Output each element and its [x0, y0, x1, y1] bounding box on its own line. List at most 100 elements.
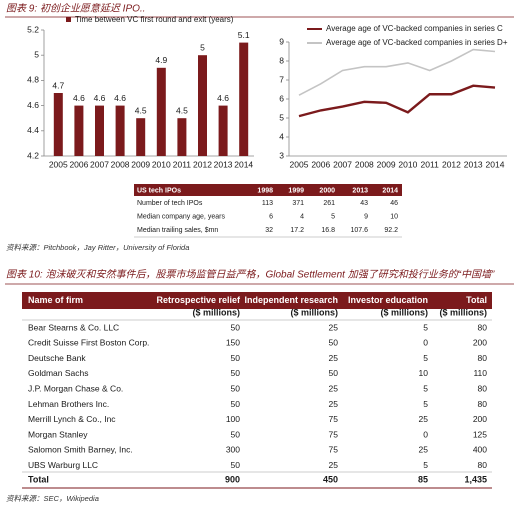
table-cell: 25	[419, 445, 429, 455]
figure-title: 图表 9: 初创企业愿意延迟 IPO..	[6, 3, 145, 15]
x-tick-label: 2012	[193, 159, 212, 169]
table-cell: Credit Suisse First Boston Corp.	[28, 338, 149, 348]
data-label: 4.6	[73, 93, 85, 103]
table-cell: 50	[329, 338, 339, 348]
table-cell: 75	[329, 414, 339, 424]
table-cell: Goldman Sachs	[28, 368, 88, 378]
series-line	[298, 48, 496, 96]
table-cell: Number of tech IPOs	[137, 200, 203, 207]
y-tick-label: 4.8	[27, 75, 39, 85]
y-tick-label: 4	[279, 131, 284, 141]
total-cell: 1,435	[464, 474, 487, 484]
y-tick-label: 9	[279, 36, 284, 46]
legend-label: Time between VC first round and exit (ye…	[75, 15, 234, 24]
table-cell: 80	[478, 399, 488, 409]
y-tick-label: 4.2	[27, 150, 39, 160]
legend-swatch	[66, 17, 71, 22]
x-tick-label: 2005	[290, 159, 309, 169]
table-cell: 5	[423, 399, 428, 409]
table-cell: 261	[323, 200, 335, 207]
y-tick-label: 5	[34, 49, 39, 59]
table-header-bg	[134, 184, 402, 196]
table-cell: 50	[231, 429, 241, 439]
table-cell: Deutsche Bank	[28, 353, 86, 363]
table-cell: 4	[300, 213, 304, 220]
table-cell: 46	[390, 200, 398, 207]
table-cell: Salomon Smith Barney, Inc.	[28, 445, 133, 455]
unit-label: ($ millions)	[439, 307, 487, 317]
column-header: 1998	[257, 187, 273, 194]
table-cell: Merrill Lynch & Co., Inc	[28, 414, 116, 424]
column-header: Total	[466, 295, 487, 305]
total-cell: Total	[28, 474, 49, 484]
table-cell: 100	[226, 414, 240, 424]
table-cell: 5	[423, 353, 428, 363]
data-label: 4.6	[114, 93, 126, 103]
x-tick-label: 2005	[49, 159, 68, 169]
table-cell: Median company age, years	[137, 213, 225, 220]
x-tick-label: 2008	[355, 159, 374, 169]
y-tick-label: 5	[279, 112, 284, 122]
x-tick-label: 2012	[442, 159, 461, 169]
table-cell: Morgan Stanley	[28, 429, 88, 439]
table-cell: 400	[473, 445, 487, 455]
unit-label: ($ millions)	[290, 307, 338, 317]
table-cell: 80	[478, 383, 488, 393]
y-tick-label: 4.6	[27, 100, 39, 110]
table-cell: 300	[226, 445, 240, 455]
table-cell: 200	[473, 414, 487, 424]
figure-title: 图表 10: 泡沫破灭和安然事件后，股票市场监管日益严格，Global Sett…	[6, 269, 495, 281]
table-cell: Median trailing sales, $mn	[137, 227, 218, 234]
data-label: 4.6	[217, 93, 229, 103]
y-tick-label: 4.4	[27, 125, 39, 135]
table-cell: 5	[331, 213, 335, 220]
y-tick-label: 5.2	[27, 24, 39, 34]
table-cell: 75	[329, 429, 339, 439]
column-header: 2014	[382, 187, 398, 194]
y-tick-label: 7	[279, 74, 284, 84]
table-cell: 50	[329, 368, 339, 378]
data-label: 4.5	[176, 105, 188, 115]
bar	[53, 93, 63, 156]
table-cell: 25	[329, 353, 339, 363]
table-cell: 6	[269, 213, 273, 220]
table-cell: Lehman Brothers Inc.	[28, 399, 109, 409]
data-label: 4.5	[135, 105, 147, 115]
x-tick-label: 2007	[333, 159, 352, 169]
table-cell: 25	[329, 399, 339, 409]
table-cell: 25	[329, 322, 339, 332]
x-tick-label: 2010	[398, 159, 417, 169]
table-cell: 17.2	[290, 227, 304, 234]
bar	[115, 105, 125, 156]
table-cell: 9	[364, 213, 368, 220]
column-header: Retrospective relief	[156, 295, 241, 305]
table-cell: 16.8	[321, 227, 335, 234]
x-tick-label: 2011	[173, 159, 192, 169]
y-tick-label: 6	[279, 93, 284, 103]
data-label: 5	[200, 42, 205, 52]
column-header: 1999	[288, 187, 304, 194]
legend-label: Average age of VC-backed companies in se…	[326, 24, 503, 33]
source: 资料来源：SEC，Wikipedia	[6, 494, 99, 503]
source: 资料来源：Pitchbook，Jay Ritter，University of …	[6, 243, 189, 252]
x-tick-label: 2010	[152, 159, 171, 169]
x-tick-label: 2013	[214, 159, 233, 169]
data-label: 4.6	[94, 93, 106, 103]
bar	[156, 67, 166, 156]
y-tick-label: 8	[279, 55, 284, 65]
x-tick-label: 2014	[486, 159, 505, 169]
x-tick-label: 2013	[464, 159, 483, 169]
table-cell: Bear Stearns & Co. LLC	[28, 322, 119, 332]
y-tick-label: 3	[279, 150, 284, 160]
table-cell: 110	[473, 368, 487, 378]
unit-label: ($ millions)	[380, 307, 428, 317]
total-cell: 85	[418, 474, 428, 484]
column-header: US tech IPOs	[137, 187, 181, 194]
x-tick-label: 2008	[111, 159, 130, 169]
table-cell: 43	[360, 200, 368, 207]
bar	[218, 105, 228, 156]
series-line	[298, 84, 496, 118]
table-cell: 50	[231, 322, 241, 332]
table-cell: 5	[423, 322, 428, 332]
table-cell: 80	[478, 460, 488, 470]
